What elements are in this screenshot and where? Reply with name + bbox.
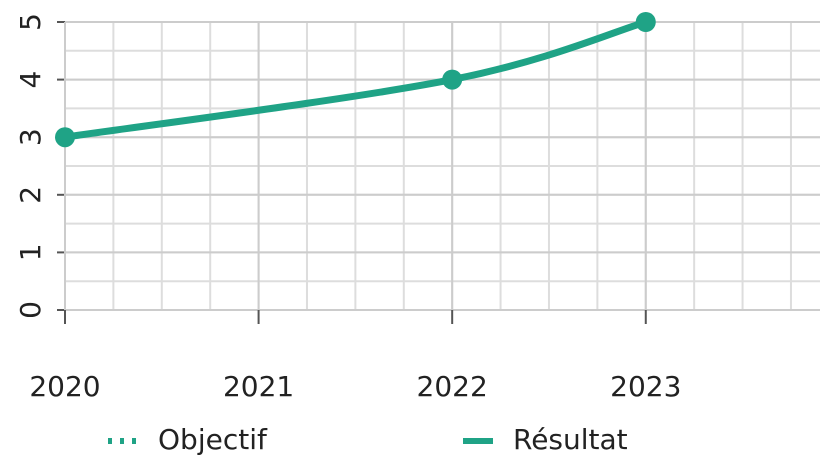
legend-item: Objectif: [108, 423, 268, 456]
point: [635, 12, 656, 32]
point: [55, 127, 75, 148]
line: [61, 18, 650, 141]
x-tick-label: 2023: [610, 370, 681, 403]
x-tick-label: 2022: [417, 370, 488, 403]
legend-label: Objectif: [158, 423, 268, 456]
y-tick-label: 3: [14, 128, 47, 146]
legend-item: Résultat: [463, 423, 628, 456]
x-tick-label: 2021: [223, 370, 294, 403]
y-tick-label: 4: [14, 71, 47, 89]
x-tick-label: 2020: [29, 370, 100, 403]
y-tick-label: 1: [14, 243, 47, 261]
point: [442, 69, 463, 90]
legend-label: Résultat: [513, 423, 628, 456]
y-tick-label: 2: [14, 186, 47, 204]
y-tick-label: 0: [14, 301, 47, 319]
y-tick-label: 5: [14, 13, 47, 31]
